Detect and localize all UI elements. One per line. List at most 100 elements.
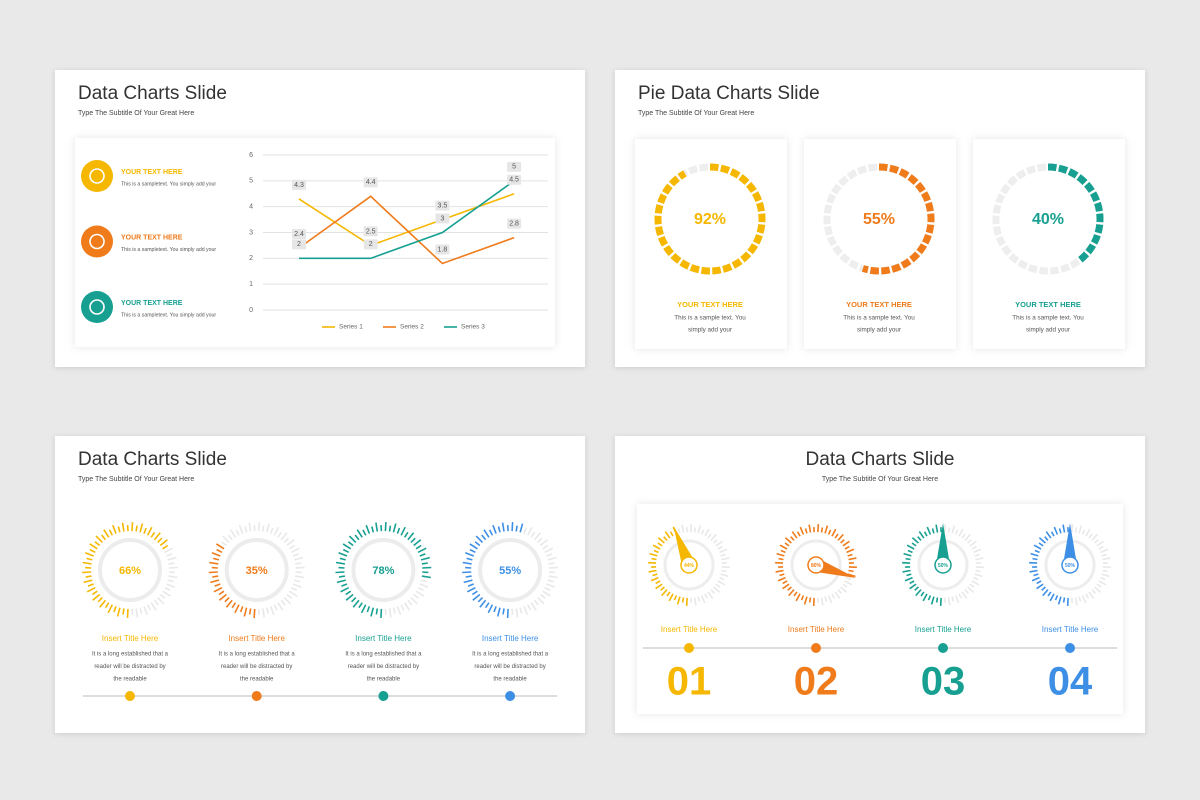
item-text: reader will be distracted by [474,664,545,670]
gauge-ticks [775,524,857,606]
data-label: 2.5 [366,228,376,235]
value-label: 44% [684,563,695,569]
card [973,139,1125,349]
data-label-bg [363,239,378,250]
gauge-face [224,538,289,602]
gauge-track [511,526,559,618]
item-text: This is a sampletext. You simply add you… [121,247,216,253]
y-tick-label: 5 [249,178,253,185]
data-label-bg [363,226,378,237]
item-title: YOUR TEXT HERE [121,300,183,307]
y-tick-label: 3 [249,229,253,236]
data-label: 4.3 [294,182,304,189]
icon-glyph [89,168,105,184]
legend-label: Series 2 [400,324,424,331]
slide-title: Data Charts Slide [78,449,227,470]
data-label-bg [292,229,306,239]
item-text: It is a long established that a [472,652,549,658]
item-text: the readable [113,677,147,683]
item-title: YOUR TEXT HERE [1015,300,1081,309]
timeline-dot [684,643,694,653]
needle-hub [1061,556,1079,574]
card [75,138,555,347]
slide-subtitle: Type The Subtitle Of Your Great Here [78,476,194,483]
item-title: Insert Title Here [1042,625,1099,634]
y-tick-label: 6 [249,152,253,159]
item-title: YOUR TEXT HERE [677,300,743,309]
y-tick-label: 2 [249,255,253,262]
gauge-ticks [82,522,169,618]
item-text: simply add your [688,327,732,334]
gauge-ticks [335,522,432,618]
data-label-bg [292,239,306,250]
timeline-dot [938,643,948,653]
gauge-track [131,547,178,618]
needle [1063,523,1077,565]
data-label: 3.5 [438,202,448,209]
item-title: Insert Title Here [482,634,539,643]
value-label: 35% [246,565,268,577]
gauge-face [478,538,543,602]
item-text: the readable [493,677,527,683]
item-text: This is a sampletext. You simply add you… [121,181,216,187]
ring-arc [654,163,766,275]
item-text: This is a sample text. You [843,315,915,322]
value-label: 92% [694,211,726,228]
slide: Data Charts Slide Type The Subtitle Of Yo… [55,436,585,733]
series-line [298,195,515,265]
item-text: This is a sample text. You [1012,315,1084,322]
data-label-bg [507,218,522,229]
item-title: Insert Title Here [228,634,285,643]
card [804,139,956,349]
data-label: 2.8 [509,221,519,228]
item-text: reader will be distracted by [348,664,419,670]
slide: Data Charts Slide Type The Subtitle Of Yo… [615,436,1145,733]
slide-title: Data Charts Slide [78,83,227,104]
item-title: YOUR TEXT HERE [121,169,183,176]
timeline-dot [125,691,135,701]
item-text: This is a sampletext. You simply add you… [121,312,216,318]
gauge-ticks [648,526,688,606]
item-number: 03 [921,660,966,704]
timeline-dot [251,691,262,701]
y-tick-label: 1 [249,281,253,288]
data-label-bg [363,177,378,188]
value-label: 50% [1065,563,1076,569]
icon-glyph [89,233,105,250]
item-title: YOUR TEXT HERE [846,300,912,309]
item-number: 01 [667,660,712,704]
y-tick-label: 4 [249,204,253,211]
gauge-face [351,538,416,602]
slide: Data Charts Slide Type The Subtitle Of Yo… [55,70,585,367]
data-label: 5 [512,164,516,171]
needle-hub [807,556,825,574]
needle-hub [680,556,698,574]
value-label: 78% [372,565,394,577]
item-text: the readable [240,677,274,683]
item-text: It is a long established that a [92,652,169,658]
timeline-dot [505,691,516,701]
legend-label: Series 1 [339,324,363,331]
gauge-ticks [208,543,256,618]
icon [81,160,113,192]
icon [81,225,113,258]
y-tick-label: 0 [249,307,253,314]
slide-subtitle: Type The Subtitle Of Your Great Here [78,110,194,117]
item-text: simply add your [857,327,901,334]
data-label-bg [435,213,450,224]
data-label: 3 [440,215,444,222]
value-label: 50% [938,563,949,569]
value-label: 55% [499,565,521,577]
gauge-ticks [902,524,942,606]
slide: Pie Data Charts Slide Type The Subtitle O… [615,70,1145,367]
timeline-dot [1065,643,1075,653]
gauge-face [98,538,162,602]
ring-arc [1047,163,1104,264]
gauge-track [384,579,429,618]
legend-label: Series 3 [461,324,485,331]
data-label-bg [292,179,306,190]
gauge-track [817,576,853,606]
value-label: 40% [1032,211,1064,228]
data-label: 2 [369,241,373,248]
